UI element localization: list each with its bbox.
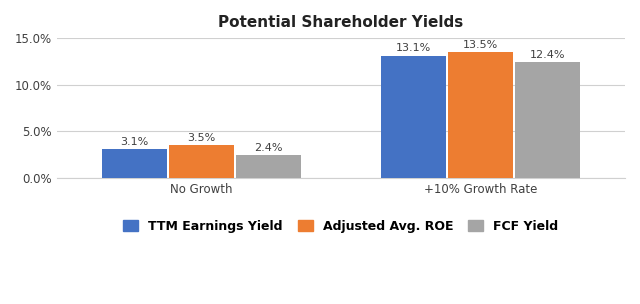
Bar xyxy=(170,145,234,178)
Text: 3.1%: 3.1% xyxy=(120,136,148,147)
Bar xyxy=(448,52,513,178)
Bar xyxy=(102,149,166,178)
Title: Potential Shareholder Yields: Potential Shareholder Yields xyxy=(218,15,463,30)
Text: 13.5%: 13.5% xyxy=(463,40,498,50)
Text: 2.4%: 2.4% xyxy=(255,143,283,153)
Text: 12.4%: 12.4% xyxy=(530,50,565,60)
Text: 13.1%: 13.1% xyxy=(396,43,431,54)
Legend: TTM Earnings Yield, Adjusted Avg. ROE, FCF Yield: TTM Earnings Yield, Adjusted Avg. ROE, F… xyxy=(118,215,564,238)
Text: 3.5%: 3.5% xyxy=(188,133,216,143)
Bar xyxy=(381,56,445,178)
Bar xyxy=(515,62,580,178)
Bar xyxy=(236,155,301,178)
